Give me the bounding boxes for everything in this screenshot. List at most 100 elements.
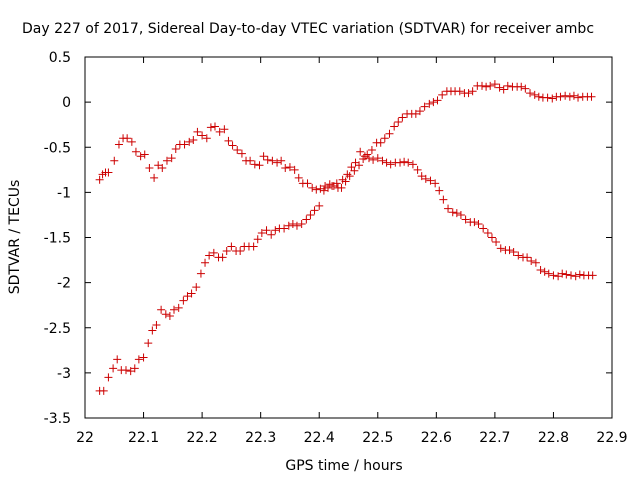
data-point xyxy=(104,168,113,177)
data-point xyxy=(139,353,148,362)
data-point xyxy=(470,218,479,227)
data-point xyxy=(179,296,188,305)
data-point xyxy=(267,230,276,239)
data-point xyxy=(324,183,333,192)
data-point xyxy=(249,242,258,251)
data-point xyxy=(408,160,417,169)
data-point xyxy=(210,122,219,131)
data-point xyxy=(341,177,350,186)
data-point xyxy=(220,125,229,134)
data-point xyxy=(224,136,233,145)
data-point xyxy=(567,271,576,280)
data-point xyxy=(180,140,189,149)
data-point xyxy=(378,156,387,165)
data-point xyxy=(569,91,578,100)
data-point xyxy=(170,305,179,314)
data-point xyxy=(452,209,461,218)
data-point xyxy=(382,158,391,167)
data-point xyxy=(468,87,477,96)
y-tick-label: 0 xyxy=(62,95,71,111)
data-point xyxy=(487,233,496,242)
data-point xyxy=(228,141,237,150)
data-point xyxy=(209,248,218,257)
data-point xyxy=(486,81,495,90)
data-point xyxy=(363,150,372,159)
data-point xyxy=(561,91,570,100)
data-point xyxy=(189,136,198,145)
data-point xyxy=(206,123,215,132)
data-point xyxy=(431,179,440,188)
x-tick-label: 22.1 xyxy=(128,430,159,446)
data-point xyxy=(236,247,245,256)
data-point xyxy=(461,215,470,224)
data-point xyxy=(345,172,354,181)
data-point xyxy=(385,129,394,138)
data-point xyxy=(157,305,166,314)
data-point xyxy=(421,174,430,183)
data-point xyxy=(367,145,376,154)
data-point xyxy=(308,183,317,192)
data-point xyxy=(196,269,205,278)
data-point xyxy=(425,99,434,108)
data-point xyxy=(562,270,571,279)
x-axis-title: GPS time / hours xyxy=(285,458,402,474)
data-point xyxy=(167,154,176,163)
x-tick-label: 22.4 xyxy=(304,430,335,446)
data-point xyxy=(509,247,518,256)
axis-ticks xyxy=(84,56,613,419)
data-point xyxy=(158,164,167,173)
data-point xyxy=(435,186,444,195)
y-tick-label: -3 xyxy=(57,366,71,382)
data-point xyxy=(246,156,255,165)
data-point xyxy=(369,155,378,164)
data-point xyxy=(303,179,312,188)
data-point xyxy=(429,98,438,107)
y-tick-label: -2.5 xyxy=(44,321,71,337)
y-tick-label: 0.5 xyxy=(49,50,71,66)
data-point xyxy=(193,127,202,136)
data-point xyxy=(350,166,359,175)
data-point xyxy=(531,258,540,267)
data-point xyxy=(174,303,183,312)
data-point xyxy=(237,149,246,158)
data-point xyxy=(277,156,286,165)
y-tick-label: -0.5 xyxy=(44,140,71,156)
data-point xyxy=(113,355,122,364)
data-point xyxy=(297,219,306,228)
data-point xyxy=(262,226,271,235)
data-point xyxy=(121,366,130,375)
data-point xyxy=(413,165,422,174)
data-point xyxy=(250,160,259,169)
data-point xyxy=(426,176,435,185)
data-point xyxy=(140,150,149,159)
data-point xyxy=(548,94,557,103)
data-point xyxy=(332,179,341,188)
data-point xyxy=(521,84,530,93)
data-point xyxy=(171,145,180,154)
data-point xyxy=(263,155,272,164)
y-tick-labels: 0.5 0 -0.5 -1 -1.5 -2 -2.5 -3 -3.5 xyxy=(44,50,71,427)
y-tick-label: -1 xyxy=(57,185,71,201)
data-point xyxy=(355,161,364,170)
data-point xyxy=(187,289,196,298)
x-tick-label: 22 xyxy=(76,430,94,446)
data-point xyxy=(134,355,143,364)
data-point xyxy=(444,204,453,213)
x-tick-label: 22.3 xyxy=(245,430,276,446)
data-point xyxy=(319,186,328,195)
data-point xyxy=(257,228,266,237)
data-point xyxy=(302,215,311,224)
data-point xyxy=(439,195,448,204)
data-point xyxy=(99,386,108,395)
data-point xyxy=(556,92,565,101)
data-point xyxy=(290,165,299,174)
data-point xyxy=(205,251,214,260)
data-point xyxy=(474,219,483,228)
data-point xyxy=(482,82,491,91)
data-point xyxy=(380,134,389,143)
data-point xyxy=(478,81,487,90)
data-point xyxy=(587,92,596,101)
data-point xyxy=(110,156,119,165)
y-tick-label: -1.5 xyxy=(44,231,71,247)
